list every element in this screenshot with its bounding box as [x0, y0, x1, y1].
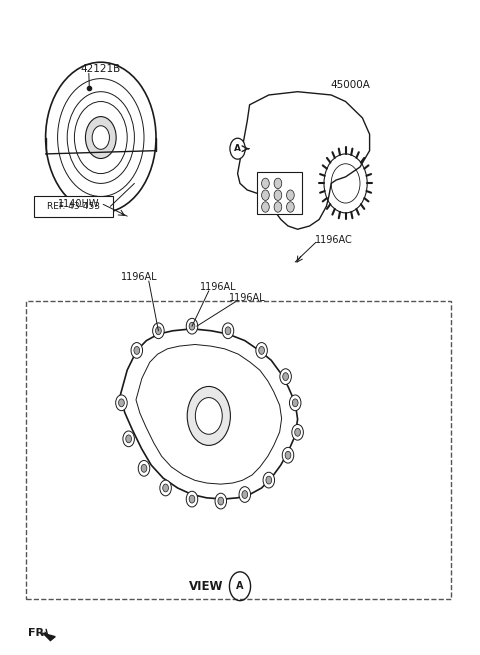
Circle shape: [119, 399, 124, 407]
Circle shape: [295, 428, 300, 436]
Circle shape: [230, 138, 245, 159]
Circle shape: [92, 126, 109, 149]
Text: 1196AL: 1196AL: [121, 272, 157, 282]
Text: 1196AL: 1196AL: [229, 293, 265, 303]
Circle shape: [123, 431, 134, 447]
Circle shape: [283, 373, 288, 381]
Circle shape: [116, 395, 127, 411]
FancyBboxPatch shape: [34, 196, 113, 217]
Circle shape: [262, 178, 269, 189]
Circle shape: [141, 464, 147, 472]
Circle shape: [189, 495, 195, 503]
Text: A: A: [234, 144, 241, 153]
Circle shape: [187, 386, 230, 445]
Circle shape: [285, 451, 291, 459]
Circle shape: [289, 395, 301, 411]
Circle shape: [138, 460, 150, 476]
Circle shape: [292, 424, 303, 440]
Circle shape: [282, 447, 294, 463]
Circle shape: [256, 343, 267, 358]
Text: 42121B: 42121B: [81, 64, 121, 74]
Bar: [257, 172, 302, 214]
Text: REF. 43-453: REF. 43-453: [47, 202, 100, 211]
Circle shape: [262, 202, 269, 212]
Circle shape: [262, 190, 269, 200]
Circle shape: [85, 117, 116, 159]
FancyBboxPatch shape: [26, 301, 451, 599]
Circle shape: [126, 435, 132, 443]
Circle shape: [274, 178, 282, 189]
Circle shape: [156, 327, 161, 335]
Circle shape: [131, 343, 143, 358]
Circle shape: [259, 346, 264, 354]
Circle shape: [280, 369, 291, 384]
Circle shape: [163, 484, 168, 492]
Circle shape: [242, 491, 248, 498]
Text: 1196AL: 1196AL: [200, 282, 237, 292]
Circle shape: [287, 202, 294, 212]
Text: VIEW: VIEW: [189, 580, 224, 593]
Circle shape: [225, 327, 231, 335]
Circle shape: [239, 487, 251, 502]
Circle shape: [266, 476, 272, 484]
Circle shape: [153, 323, 164, 339]
Text: 45000A: 45000A: [330, 80, 371, 90]
Polygon shape: [43, 633, 55, 641]
Circle shape: [195, 398, 222, 434]
Circle shape: [186, 491, 198, 507]
Circle shape: [160, 480, 171, 496]
Circle shape: [274, 190, 282, 200]
Circle shape: [292, 399, 298, 407]
Circle shape: [287, 190, 294, 200]
Circle shape: [263, 472, 275, 488]
Text: FR.: FR.: [28, 628, 48, 639]
Circle shape: [186, 318, 198, 334]
Circle shape: [218, 497, 224, 505]
Circle shape: [222, 323, 234, 339]
Circle shape: [274, 202, 282, 212]
Circle shape: [215, 493, 227, 509]
Circle shape: [189, 322, 195, 330]
Text: A: A: [236, 581, 244, 591]
Text: 1140HW: 1140HW: [59, 199, 100, 210]
Text: 1196AC: 1196AC: [315, 235, 352, 246]
Circle shape: [134, 346, 140, 354]
